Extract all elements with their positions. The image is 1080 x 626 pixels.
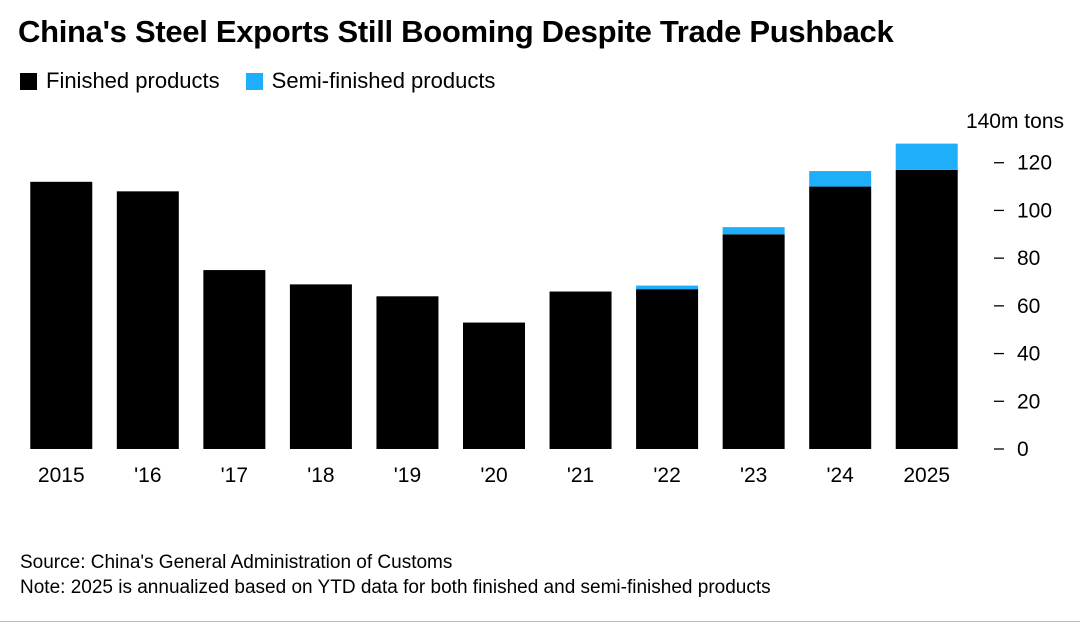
legend-swatch-semi-finished [245,72,263,90]
x-tick-label: '22 [653,464,680,487]
y-tick-label: 80 [1017,247,1040,270]
y-tick-label: 20 [1017,390,1040,413]
y-tick-label: 100 [1017,199,1052,222]
legend-item-finished: Finished products [20,68,220,94]
bar-finished-5 [463,322,525,449]
bar-finished-3 [289,284,352,449]
bar-semi-finished-8 [722,227,785,235]
bar-finished-1 [116,191,179,449]
bar-semi-finished-9 [809,171,872,187]
bar-finished-9 [809,186,872,450]
x-tick-label: 2015 [38,464,85,487]
y-tick-label: 0 [1017,438,1029,461]
x-tick-label: '16 [134,464,161,487]
bar-finished-6 [549,291,612,449]
bar-finished-7 [636,289,699,449]
bar-semi-finished-10 [895,143,958,170]
bar-finished-10 [895,169,958,449]
y-axis-unit-label: 140m tons [966,110,1064,133]
annualized-note: Note: 2025 is annualized based on YTD da… [20,577,771,598]
source-note: Source: China's General Administration o… [20,552,453,573]
y-tick-label: 40 [1017,343,1040,366]
bar-finished-8 [722,234,785,449]
x-tick-label: '19 [394,464,421,487]
legend: Finished products Semi-finished products [20,68,521,94]
x-tick-label: '23 [740,464,767,487]
x-tick-label: '20 [480,464,507,487]
x-tick-label: 2025 [903,464,950,487]
x-tick-label: '18 [307,464,334,487]
chart-footer: Source: China's General Administration o… [20,550,771,600]
bar-chart: 2015 '16 '17 '18 '19 '20 '21 '22 '23 '24 2025 0 20 40… [30,110,1064,487]
legend-label-finished: Finished products [46,68,220,93]
bar-semi-finished-7 [636,285,699,290]
legend-label-semi-finished: Semi-finished products [271,68,496,93]
y-tick-label: 60 [1017,295,1040,318]
x-tick-label: '21 [567,464,594,487]
x-tick-label: '17 [221,464,248,487]
legend-swatch-finished [20,72,37,90]
bar-finished-0 [30,181,93,450]
x-tick-label: '24 [826,464,854,487]
bar-finished-2 [203,270,266,449]
bar-finished-4 [376,296,439,449]
bottom-divider [0,621,1080,622]
y-tick-label: 120 [1017,152,1052,175]
chart-title: China's Steel Exports Still Booming Desp… [18,14,894,49]
legend-item-semi-finished: Semi-finished products [245,68,496,94]
